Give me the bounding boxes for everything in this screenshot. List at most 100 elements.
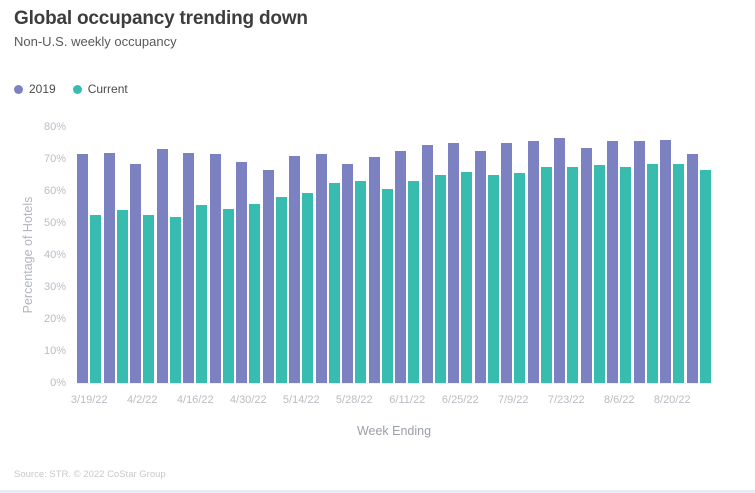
bar-group xyxy=(235,127,262,383)
bar-group xyxy=(262,127,289,383)
bar-group xyxy=(341,127,368,383)
bar-current xyxy=(143,215,155,383)
bar-group xyxy=(580,127,607,383)
x-tick-label: 6/25/22 xyxy=(441,394,479,406)
bar-current xyxy=(540,167,552,383)
bar-group xyxy=(500,127,527,383)
bar-group xyxy=(447,127,474,383)
x-tick-label: 4/30/22 xyxy=(229,394,267,406)
x-tick-label: 7/23/22 xyxy=(547,394,585,406)
x-tick-label: 4/16/22 xyxy=(176,394,214,406)
bar-2019 xyxy=(103,152,115,383)
bar-current xyxy=(381,189,393,383)
bar-current xyxy=(408,181,420,383)
bar-2019 xyxy=(236,162,248,383)
bar-group xyxy=(421,127,448,383)
x-tick-label: 8/20/22 xyxy=(653,394,691,406)
bar-2019 xyxy=(607,141,619,383)
bar-group xyxy=(368,127,395,383)
bar-2019 xyxy=(315,154,327,383)
plot-area xyxy=(76,127,712,384)
bar-group xyxy=(288,127,315,383)
bar-current xyxy=(249,203,261,383)
bar-group xyxy=(553,127,580,383)
bar-current xyxy=(328,183,340,383)
bar-current xyxy=(169,216,181,383)
legend-swatch-2019-icon xyxy=(14,84,23,94)
x-tick-label: 5/28/22 xyxy=(335,394,373,406)
bar-group xyxy=(209,127,236,383)
bar-group xyxy=(129,127,156,383)
bar-2019 xyxy=(421,144,433,383)
bar-current xyxy=(699,170,711,383)
legend-label-current: Current xyxy=(87,82,128,96)
bar-group xyxy=(156,127,183,383)
x-tick-label: 7/9/22 xyxy=(497,394,529,406)
bar-current xyxy=(355,181,367,383)
bar-2019 xyxy=(580,147,592,383)
bar-group xyxy=(103,127,130,383)
x-axis-title: Week Ending xyxy=(356,424,432,438)
bar-2019 xyxy=(156,149,168,383)
source-note: Source: STR. © 2022 CoStar Group xyxy=(14,469,166,480)
bar-current xyxy=(116,210,128,383)
bar-2019 xyxy=(527,141,539,383)
y-tick-label: 30% xyxy=(43,281,66,293)
y-tick-label: 70% xyxy=(43,153,66,165)
bar-2019 xyxy=(660,139,672,383)
x-tick-label: 5/14/22 xyxy=(282,394,320,406)
bar-2019 xyxy=(368,157,380,383)
legend-item-2019: 2019 xyxy=(14,82,56,96)
bar-current xyxy=(514,173,526,383)
chart-legend: 2019 Current xyxy=(14,82,128,96)
bar-2019 xyxy=(448,143,460,383)
bar-current xyxy=(222,208,234,383)
bar-group xyxy=(76,127,103,383)
legend-label-2019: 2019 xyxy=(29,82,56,96)
bar-2019 xyxy=(474,151,486,383)
bar-2019 xyxy=(262,170,274,383)
x-tick-label: 4/2/22 xyxy=(126,394,158,406)
y-tick-label: 0% xyxy=(50,377,66,389)
bar-2019 xyxy=(501,143,513,383)
y-tick-label: 50% xyxy=(43,217,66,229)
bar-current xyxy=(434,175,446,383)
bar-group xyxy=(182,127,209,383)
bar-current xyxy=(461,171,473,383)
bar-current xyxy=(487,175,499,383)
bar-2019 xyxy=(342,163,354,383)
legend-item-current: Current xyxy=(72,82,128,96)
bar-current xyxy=(620,167,632,383)
bar-group xyxy=(686,127,713,383)
x-tick-label: 8/6/22 xyxy=(603,394,635,406)
x-tick-label: 6/11/22 xyxy=(389,394,426,406)
bar-group xyxy=(474,127,501,383)
bar-2019 xyxy=(395,151,407,383)
page-subtitle: Non-U.S. weekly occupancy xyxy=(14,34,177,49)
bar-2019 xyxy=(554,138,566,383)
page-title: Global occupancy trending down xyxy=(14,8,308,29)
bar-current xyxy=(196,205,208,383)
y-tick-label: 60% xyxy=(43,185,66,197)
bar-current xyxy=(673,163,685,383)
bar-current xyxy=(567,167,579,383)
bar-group xyxy=(315,127,342,383)
bar-group xyxy=(659,127,686,383)
bar-group xyxy=(606,127,633,383)
y-tick-label: 40% xyxy=(43,249,66,261)
bar-current xyxy=(593,165,605,383)
bar-current xyxy=(275,197,287,383)
bar-group xyxy=(394,127,421,383)
bar-group xyxy=(527,127,554,383)
bar-2019 xyxy=(183,152,195,383)
y-tick-label: 80% xyxy=(43,121,66,133)
bottom-accent-strip xyxy=(0,490,755,493)
bar-current xyxy=(90,215,102,383)
bar-2019 xyxy=(633,141,645,383)
bar-current xyxy=(646,163,658,383)
bar-2019 xyxy=(209,154,221,383)
legend-swatch-current-icon xyxy=(72,84,82,94)
bar-group xyxy=(633,127,660,383)
bar-2019 xyxy=(289,155,301,383)
x-tick-label: 3/19/22 xyxy=(70,394,108,406)
